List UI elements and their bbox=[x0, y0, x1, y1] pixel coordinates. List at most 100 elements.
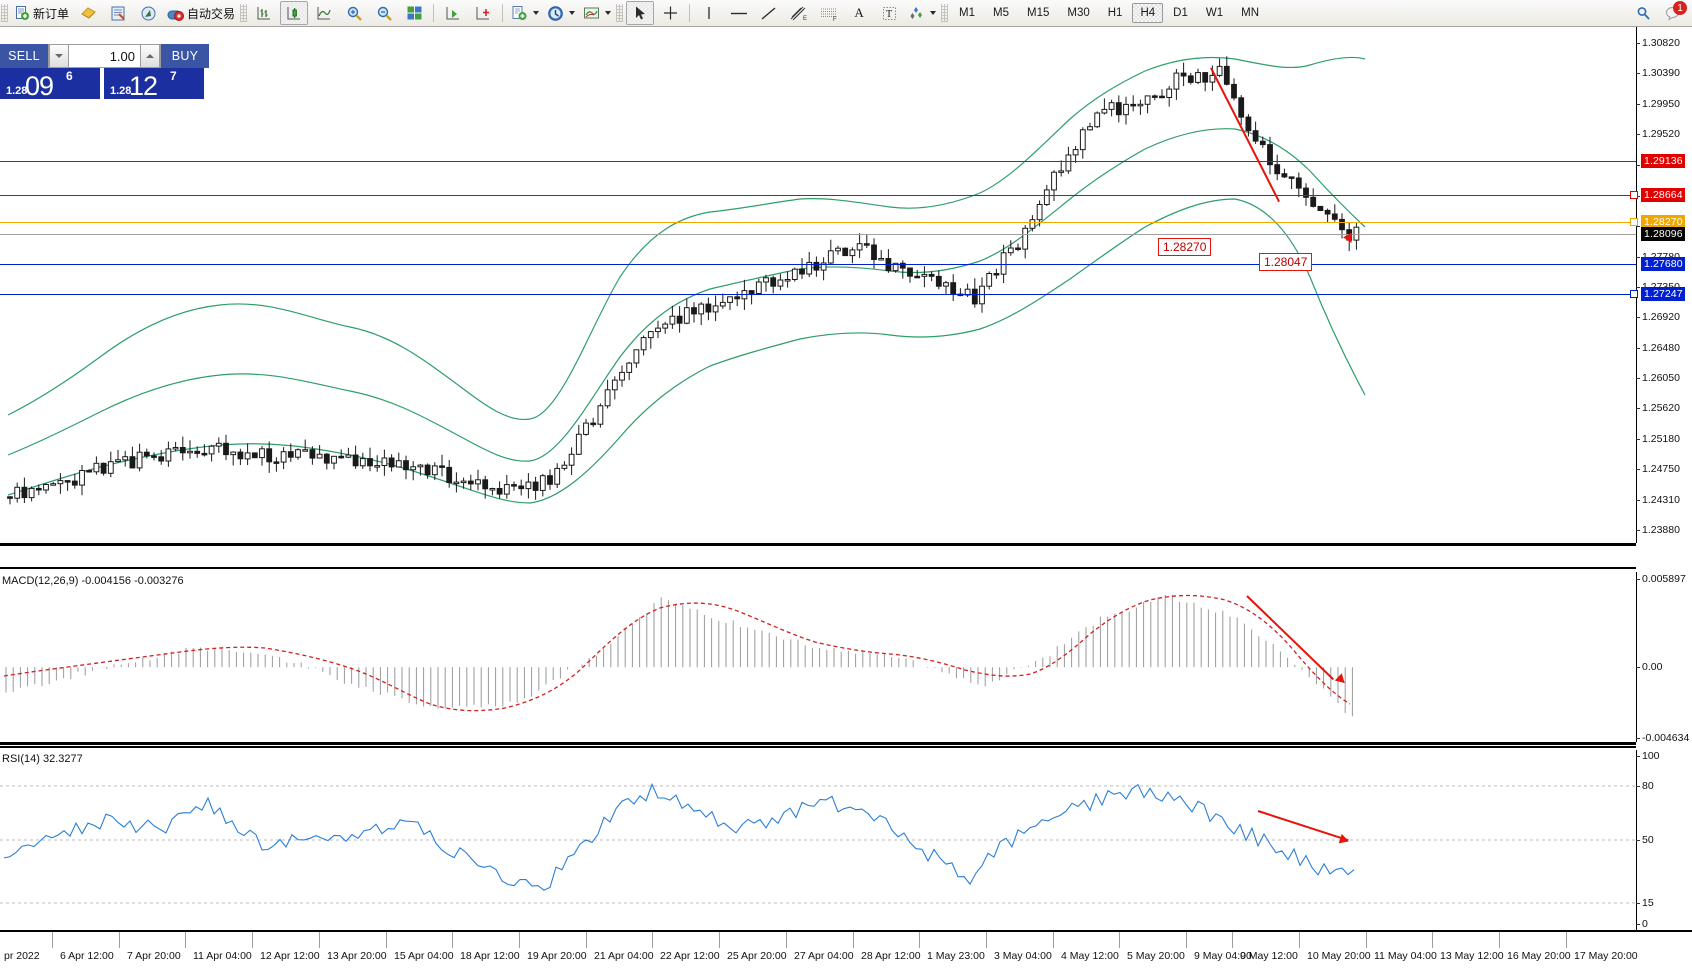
rsi-tick-label: 50 bbox=[1642, 834, 1654, 846]
autotrading-button[interactable]: 自动交易 bbox=[164, 1, 238, 25]
timeframe-m5[interactable]: M5 bbox=[993, 7, 1009, 19]
toolbar-grip-3[interactable] bbox=[616, 4, 624, 22]
time-separator bbox=[1566, 932, 1567, 948]
volume-input[interactable]: 1.00 bbox=[69, 44, 140, 68]
time-axis-label: 19 Apr 20:00 bbox=[527, 950, 587, 962]
text-icon[interactable]: A bbox=[854, 5, 864, 20]
timeframe-m1[interactable]: M1 bbox=[959, 7, 976, 19]
time-separator bbox=[386, 932, 387, 948]
pane-separator-1b bbox=[0, 567, 1636, 569]
alerts-icon[interactable]: 1 bbox=[1659, 1, 1687, 25]
level-handle-pending-order[interactable] bbox=[1630, 218, 1638, 227]
main-toolbar: 新订单 自动交易 bbox=[0, 0, 1692, 27]
vertical-line-icon[interactable] bbox=[695, 1, 723, 25]
macd-chart-svg bbox=[3, 594, 1353, 717]
rsi-scale[interactable]: 100 80 50 15 0 bbox=[1636, 750, 1692, 930]
navigator-button[interactable] bbox=[134, 1, 162, 25]
annotation-price-entry[interactable]: 1.28047 bbox=[1259, 253, 1313, 271]
auto-scroll-icon[interactable] bbox=[469, 1, 497, 25]
timeframe-h1[interactable]: H1 bbox=[1107, 7, 1123, 19]
chevron-down-icon-3[interactable] bbox=[605, 11, 612, 15]
level-handle-resistance-2[interactable] bbox=[1630, 190, 1638, 199]
macd-label: MACD(12,26,9) -0.004156 -0.003276 bbox=[2, 575, 184, 587]
timeframe-mn[interactable]: MN bbox=[1241, 7, 1259, 19]
timeframe-m15[interactable]: M15 bbox=[1027, 7, 1050, 19]
time-separator bbox=[185, 932, 186, 948]
time-separator bbox=[786, 932, 787, 948]
line-chart-icon[interactable] bbox=[310, 1, 338, 25]
sell-button[interactable]: SELL bbox=[0, 44, 48, 68]
annotation-price-pending[interactable]: 1.28270 bbox=[1158, 238, 1212, 256]
trendline-icon[interactable] bbox=[755, 1, 783, 25]
text-label-icon[interactable]: T bbox=[875, 1, 903, 25]
data-window-button[interactable] bbox=[104, 1, 132, 25]
macd-scale[interactable]: 0.005897 0.00 -0.004634 bbox=[1636, 572, 1692, 744]
market-watch-button[interactable] bbox=[74, 1, 102, 25]
chart-shift-icon[interactable] bbox=[439, 1, 467, 25]
price-tick-label: 1.26920 bbox=[1642, 310, 1680, 323]
candlestick-chart-icon[interactable] bbox=[280, 1, 309, 25]
toolbar-grip[interactable] bbox=[1, 4, 8, 22]
time-separator bbox=[1366, 932, 1367, 948]
shapes-icon[interactable] bbox=[905, 1, 939, 25]
buy-price-display[interactable]: 1.28 12 7 bbox=[104, 68, 204, 101]
crosshair-icon[interactable] bbox=[656, 1, 684, 25]
rsi-tick-label: 0 bbox=[1642, 918, 1648, 930]
level-line-pending-order[interactable] bbox=[0, 222, 1636, 224]
one-click-trade-panel[interactable]: SELL 1.00 BUY 1.28 09 6 1.28 12 7 bbox=[0, 44, 209, 101]
cursor-icon[interactable] bbox=[626, 1, 655, 25]
macd-tick bbox=[1636, 579, 1640, 580]
level-line-current-price[interactable] bbox=[0, 234, 1636, 236]
tile-windows-icon[interactable] bbox=[400, 1, 428, 25]
timeframe-w1[interactable]: W1 bbox=[1205, 7, 1224, 19]
buy-button[interactable]: BUY bbox=[161, 44, 209, 68]
level-line-support-2[interactable] bbox=[0, 293, 1636, 295]
price-scale[interactable]: 1.308201.303901.299501.295201.290801.286… bbox=[1636, 27, 1692, 543]
toolbar-grip-2[interactable] bbox=[240, 4, 248, 22]
equidistant-channel-icon[interactable]: E bbox=[785, 1, 813, 25]
time-separator bbox=[119, 932, 120, 948]
zoom-in-icon[interactable] bbox=[340, 1, 368, 25]
timeframe-h4[interactable]: H4 bbox=[1132, 3, 1164, 23]
rsi-tick bbox=[1636, 924, 1640, 925]
horizontal-line-icon[interactable] bbox=[725, 1, 753, 25]
volume-increase-button[interactable] bbox=[140, 44, 160, 68]
templates-icon[interactable] bbox=[580, 1, 614, 25]
new-order-button[interactable]: 新订单 bbox=[11, 1, 72, 25]
price-pane[interactable] bbox=[0, 27, 1636, 543]
volume-control[interactable]: 1.00 bbox=[48, 44, 161, 68]
level-handle-support-2[interactable] bbox=[1630, 289, 1638, 298]
sell-price-display[interactable]: 1.28 09 6 bbox=[0, 68, 100, 101]
add-indicator-icon[interactable] bbox=[508, 1, 542, 25]
price-scale-axis bbox=[1636, 27, 1637, 543]
period-icon[interactable] bbox=[544, 1, 578, 25]
time-axis[interactable]: pr 2022 6 Apr 12:00 7 Apr 20:00 11 Apr 04:0… bbox=[0, 930, 1692, 972]
time-axis-label: 5 May 20:00 bbox=[1127, 950, 1185, 962]
chevron-down-icon-2[interactable] bbox=[569, 11, 576, 15]
macd-histogram bbox=[5, 594, 1353, 717]
time-axis-label: 11 Apr 04:00 bbox=[193, 950, 252, 962]
time-axis-label: 27 Apr 04:00 bbox=[794, 950, 854, 962]
macd-pane[interactable]: MACD(12,26,9) -0.004156 -0.003276 bbox=[0, 572, 1636, 742]
volume-decrease-button[interactable] bbox=[49, 44, 69, 68]
chevron-down-icon-4[interactable] bbox=[930, 11, 937, 15]
rsi-line bbox=[3, 782, 1355, 891]
toolbar-grip-4[interactable] bbox=[941, 4, 949, 22]
fibonacci-icon[interactable]: F bbox=[815, 1, 843, 25]
price-tick bbox=[1636, 530, 1640, 532]
rsi-pane[interactable]: RSI(14) 32.3277 bbox=[0, 750, 1636, 930]
level-line-resistance-1[interactable] bbox=[0, 161, 1636, 163]
timeframe-m30[interactable]: M30 bbox=[1067, 7, 1090, 19]
timeframe-d1[interactable]: D1 bbox=[1173, 7, 1188, 19]
price-tick bbox=[1636, 134, 1640, 136]
bar-chart-icon[interactable] bbox=[250, 1, 278, 25]
chevron-down-icon[interactable] bbox=[533, 11, 540, 15]
level-line-resistance-2[interactable] bbox=[0, 194, 1636, 196]
bollinger-upper bbox=[7, 56, 1366, 421]
level-line-support-1[interactable] bbox=[0, 263, 1636, 265]
chart-area[interactable]: USDCAD-,H4 1.28105 1.28106 1.28077 1.280… bbox=[0, 27, 1692, 972]
macd-scale-axis bbox=[1636, 572, 1637, 742]
search-icon[interactable] bbox=[1629, 1, 1657, 25]
time-separator bbox=[853, 932, 854, 948]
zoom-out-icon[interactable] bbox=[370, 1, 398, 25]
